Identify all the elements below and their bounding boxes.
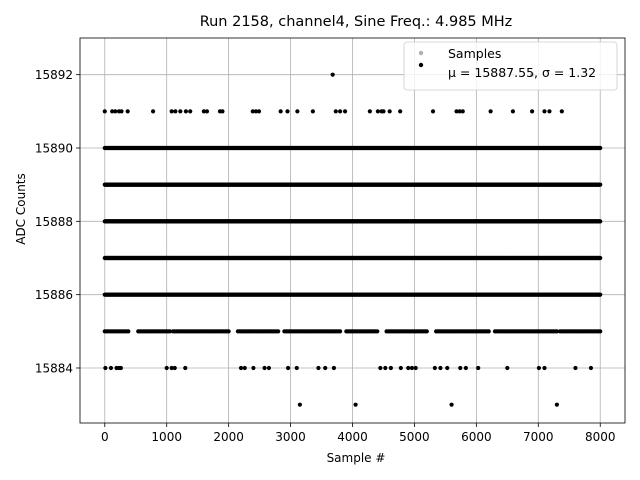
data-point (266, 365, 271, 371)
data-point (338, 329, 343, 334)
data-point (331, 365, 337, 371)
data-point (445, 365, 450, 371)
data-point (424, 329, 429, 334)
data-point (164, 365, 169, 371)
data-point (353, 402, 358, 407)
data-point (413, 365, 418, 371)
data-point (554, 329, 559, 334)
data-point (598, 255, 603, 261)
data-point (383, 365, 388, 371)
data-point (398, 365, 403, 371)
data-point (463, 365, 468, 371)
data-point (108, 365, 114, 371)
data-point (323, 365, 328, 371)
data-point (598, 219, 603, 224)
data-point (118, 365, 123, 371)
data-point (316, 365, 321, 371)
data-point (375, 329, 380, 334)
data-point (598, 182, 603, 187)
data-point (167, 329, 172, 334)
data-point (486, 329, 491, 334)
data-point (262, 365, 267, 371)
data-point (103, 365, 108, 371)
data-point (598, 292, 603, 297)
data-point (183, 365, 188, 371)
data-point (172, 365, 177, 371)
data-points (102, 72, 603, 407)
data-point (458, 365, 463, 371)
data-point (406, 365, 411, 371)
data-point (238, 365, 244, 371)
data-point (388, 365, 393, 371)
data-point (242, 365, 247, 371)
data-point (251, 365, 256, 371)
data-point (276, 329, 281, 334)
data-point (285, 365, 291, 371)
data-point (297, 402, 302, 407)
data-point (542, 365, 547, 371)
data-point (432, 365, 437, 371)
data-point (409, 365, 415, 371)
data-point (438, 365, 443, 371)
data-point (554, 402, 559, 407)
data-point (598, 329, 603, 334)
data-point (378, 365, 383, 371)
data-point (536, 365, 542, 371)
data-point (588, 365, 594, 371)
data-point (294, 365, 299, 371)
data-point (126, 329, 131, 334)
data-point (169, 365, 174, 371)
data-point (573, 365, 578, 371)
data-point (505, 365, 510, 371)
data-point (226, 329, 231, 334)
data-point (476, 365, 481, 371)
data-point (449, 402, 454, 407)
